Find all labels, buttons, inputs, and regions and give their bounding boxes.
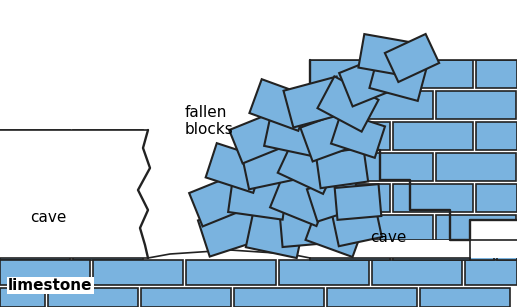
- Text: cave: cave: [370, 230, 406, 245]
- Polygon shape: [307, 174, 363, 222]
- Polygon shape: [270, 174, 330, 226]
- Bar: [48, 288, 138, 307]
- Bar: [372, 260, 462, 285]
- Text: limestone: limestone: [8, 278, 93, 293]
- Bar: [0, 260, 90, 285]
- Bar: [73, 192, 143, 220]
- Polygon shape: [300, 111, 360, 161]
- Bar: [0, 161, 35, 189]
- Text: cave: cave: [30, 210, 66, 225]
- Bar: [0, 192, 70, 220]
- Bar: [38, 161, 108, 189]
- Bar: [111, 161, 150, 189]
- Bar: [73, 254, 143, 260]
- Bar: [234, 288, 324, 307]
- Bar: [310, 246, 390, 260]
- Bar: [186, 260, 276, 285]
- Bar: [310, 60, 390, 88]
- Polygon shape: [385, 34, 439, 82]
- Bar: [0, 223, 35, 251]
- Bar: [393, 246, 473, 260]
- Bar: [476, 246, 517, 260]
- Bar: [111, 223, 150, 251]
- Bar: [38, 223, 108, 251]
- Polygon shape: [0, 0, 517, 258]
- Bar: [353, 215, 433, 243]
- Polygon shape: [278, 140, 338, 194]
- Polygon shape: [283, 76, 346, 127]
- Bar: [310, 153, 350, 181]
- Bar: [393, 60, 473, 88]
- Bar: [470, 243, 494, 260]
- Polygon shape: [358, 34, 412, 76]
- Polygon shape: [370, 55, 427, 101]
- Bar: [93, 260, 183, 285]
- Bar: [353, 91, 433, 119]
- Polygon shape: [280, 209, 330, 247]
- Polygon shape: [332, 206, 382, 246]
- Bar: [436, 153, 516, 181]
- Bar: [476, 60, 517, 88]
- Text: fallen
blocks: fallen blocks: [185, 105, 234, 138]
- Bar: [353, 153, 433, 181]
- Bar: [327, 288, 417, 307]
- Bar: [310, 240, 390, 260]
- Bar: [0, 130, 70, 158]
- Bar: [393, 184, 473, 212]
- Polygon shape: [249, 79, 311, 131]
- Polygon shape: [306, 207, 364, 257]
- Polygon shape: [189, 173, 251, 227]
- Polygon shape: [228, 174, 288, 220]
- Bar: [420, 288, 510, 307]
- Bar: [436, 91, 516, 119]
- Polygon shape: [316, 148, 368, 188]
- Polygon shape: [264, 109, 326, 157]
- Bar: [496, 243, 517, 260]
- Polygon shape: [241, 141, 303, 189]
- Polygon shape: [317, 76, 378, 132]
- Bar: [436, 215, 516, 243]
- Polygon shape: [339, 53, 401, 107]
- Bar: [310, 91, 350, 119]
- Polygon shape: [198, 204, 262, 257]
- Bar: [470, 220, 517, 240]
- Polygon shape: [229, 111, 291, 163]
- Bar: [73, 130, 143, 158]
- Polygon shape: [246, 212, 304, 258]
- Bar: [310, 184, 390, 212]
- Bar: [0, 288, 45, 307]
- Bar: [393, 122, 473, 150]
- Bar: [476, 184, 517, 212]
- Polygon shape: [331, 112, 385, 158]
- Bar: [141, 288, 231, 307]
- Bar: [0, 254, 70, 260]
- Bar: [465, 260, 517, 285]
- Bar: [279, 260, 369, 285]
- Bar: [310, 215, 350, 243]
- Polygon shape: [334, 184, 382, 220]
- Bar: [476, 122, 517, 150]
- Bar: [393, 240, 470, 260]
- Polygon shape: [206, 143, 264, 193]
- Bar: [310, 122, 390, 150]
